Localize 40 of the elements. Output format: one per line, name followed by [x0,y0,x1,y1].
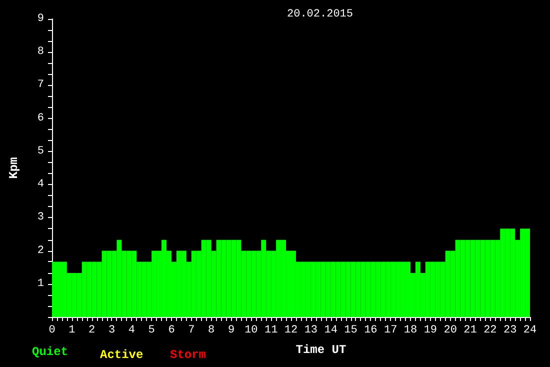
x-tick-label: 17 [384,324,398,336]
x-tick-label: 14 [324,324,338,336]
text: Quiet [32,345,68,359]
y-axis-title: Kpm [7,157,21,179]
y-tick-label: 3 [37,212,44,224]
text: Active [100,348,144,362]
chart-title: 20.02.2015 [287,8,354,20]
x-tick-label: 24 [523,324,537,336]
x-tick-label: 5 [148,324,155,336]
x-tick-label: 22 [484,324,497,336]
y-tick-label: 7 [37,79,44,92]
x-tick-label: 12 [284,324,298,336]
x-tick-label: 8 [208,324,215,336]
x-tick-label: 1 [68,324,76,336]
y-tick-label: 1 [37,278,44,290]
x-tick-label: 18 [404,324,418,336]
x-tick-label: 20 [444,324,457,336]
text: Storm [170,348,206,362]
x-tick-label: 2 [88,324,96,336]
x-tick-label: 10 [244,324,258,336]
x-tick-label: 3 [108,324,116,336]
y-tick-label: 5 [37,145,44,158]
x-tick-label: 6 [168,324,175,336]
x-tick-label: 9 [228,324,235,336]
x-tick-label: 13 [304,324,318,336]
x-tick-label: 21 [464,324,478,336]
x-tick-label: 11 [264,324,278,336]
x-tick-label: 16 [364,324,378,336]
y-tick-label: 2 [37,244,44,257]
x-tick-label: 23 [503,324,517,336]
y-tick-label: 8 [37,46,44,58]
x-tick-label: 19 [424,324,438,336]
y-tick-label: 4 [37,178,44,191]
x-axis-title: Time UT [296,343,346,357]
x-tick-label: 7 [188,324,195,336]
x-tick-label: 0 [48,324,56,336]
x-tick-label: 4 [128,324,136,336]
x-tick-label: 15 [344,324,358,336]
y-tick-label: 6 [37,112,44,124]
y-tick-label: 9 [37,13,44,25]
